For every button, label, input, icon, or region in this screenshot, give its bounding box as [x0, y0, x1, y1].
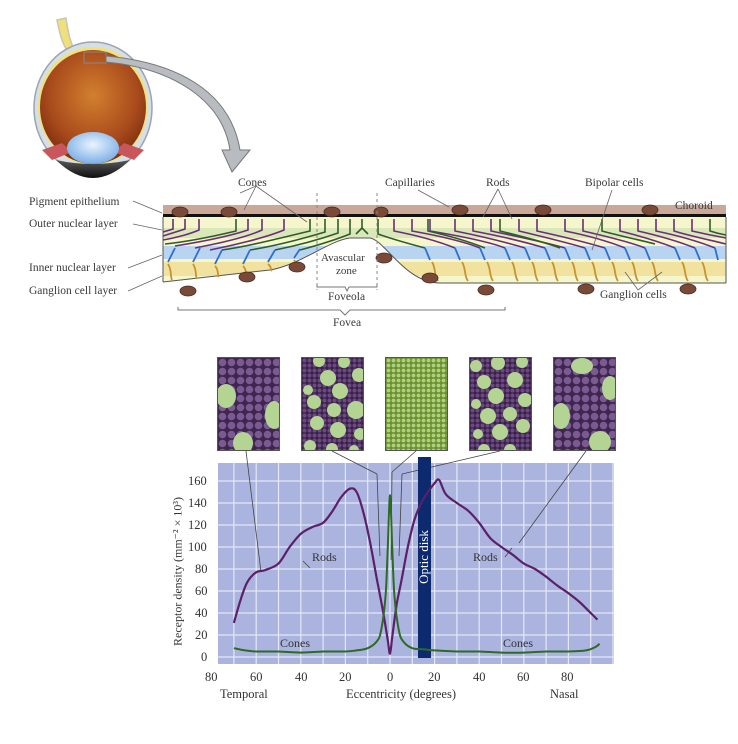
foveola-mosaic [385, 357, 448, 451]
cones-label-temporal: Cones [280, 636, 310, 650]
temporal-periphery-mosaic [217, 357, 280, 451]
optic-disk-label: Optic disk [416, 530, 431, 584]
eye-illustration [0, 0, 330, 200]
cones-curve [233, 494, 601, 654]
x-tick-0: 0 [387, 670, 394, 684]
temporal-parafovea-mosaic [301, 357, 364, 451]
y-tick-60: 60 [195, 584, 208, 598]
y-tick-120: 120 [188, 518, 207, 532]
x-axis-label: Eccentricity (degrees) [346, 687, 457, 701]
x-tick-nasal-60: 60 [517, 670, 530, 684]
y-axis-label: Receptor density (mm⁻² × 10³) [170, 497, 185, 646]
nasal-parafovea-mosaic [469, 357, 532, 451]
rods-label-temporal: Rods [312, 550, 337, 564]
y-tick-40: 40 [195, 606, 208, 620]
cones-label-nasal: Cones [503, 636, 533, 650]
rods-label-nasal: Rods [473, 550, 498, 564]
label-cones: Cones [238, 177, 267, 189]
y-tick-100: 100 [188, 540, 207, 554]
label-inner-nuclear-layer: Inner nuclear layer [29, 262, 116, 274]
label-avascular-zone-2: zone [336, 265, 357, 277]
label-outer-nuclear-layer: Outer nuclear layer [29, 218, 118, 230]
curved-arrow-icon [105, 55, 252, 173]
y-tick-160: 160 [188, 474, 207, 488]
x-side-label-nasal: Nasal [550, 687, 579, 701]
x-tick-nasal-80: 80 [561, 670, 574, 684]
label-bipolar-cells: Bipolar cells [585, 177, 644, 189]
y-tick-80: 80 [195, 562, 208, 576]
x-tick-temporal-20: 20 [339, 670, 352, 684]
optic-disk-band [418, 457, 431, 658]
retina-cross-section: Pigment epithelium Outer nuclear layer I… [0, 170, 738, 340]
x-tick-nasal-20: 20 [428, 670, 441, 684]
label-avascular-zone-1: Avascular [321, 252, 365, 264]
y-tick-0: 0 [201, 650, 208, 664]
nasal-periphery-mosaic [553, 357, 616, 451]
label-choroid: Choroid [675, 200, 713, 212]
x-tick-nasal-40: 40 [473, 670, 486, 684]
label-foveola: Foveola [328, 291, 366, 303]
label-pigment-epithelium: Pigment epithelium [29, 196, 120, 208]
label-ganglion-cell-layer: Ganglion cell layer [29, 285, 118, 297]
rods-curve [232, 478, 599, 655]
eye-icon [33, 17, 252, 178]
y-tick-20: 20 [195, 628, 208, 642]
y-tick-140: 140 [188, 496, 207, 510]
x-tick-temporal-80: 80 [205, 670, 218, 684]
label-fovea: Fovea [333, 317, 362, 329]
x-side-label-temporal: Temporal [220, 687, 268, 701]
label-rods: Rods [486, 177, 510, 189]
x-tick-temporal-40: 40 [295, 670, 308, 684]
label-capillaries: Capillaries [385, 177, 435, 189]
x-tick-temporal-60: 60 [250, 670, 263, 684]
label-ganglion-cells: Ganglion cells [600, 289, 667, 301]
